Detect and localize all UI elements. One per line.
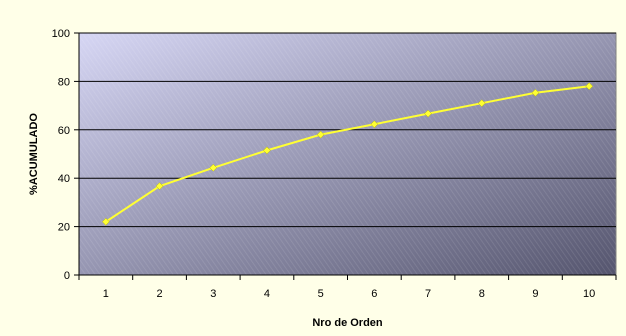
x-tick-label: 7 [425,288,431,300]
data-point [316,130,325,139]
x-tick-label: 2 [156,288,162,300]
data-point [585,82,594,91]
data-point [155,182,164,191]
y-tick-label: 80 [58,76,70,88]
x-tick-label: 8 [479,288,485,300]
data-point [424,109,432,118]
data-point [531,88,540,97]
data-point [370,120,379,129]
axes: 0 20 40 60 80 100 1 2 3 4 5 6 7 8 9 10 [52,28,617,300]
x-tick-label: 6 [371,288,377,300]
data-point [477,99,486,108]
data-point [101,217,110,226]
data-point [209,163,218,172]
data-series [101,82,594,226]
y-tick-label: 100 [52,28,70,40]
y-tick-label: 0 [64,270,70,282]
x-tick-label: 10 [583,288,595,300]
x-axis-title: Nro de Orden [312,317,383,329]
y-tick-label: 60 [58,125,70,137]
x-tick-label: 9 [532,288,538,300]
y-axis-title: %ACUMULADO [28,113,40,195]
y-tick-label: 20 [58,222,70,234]
data-point [263,146,271,155]
y-tick-label: 40 [58,173,70,185]
x-tick-label: 1 [103,288,109,300]
plot-texture [79,33,616,275]
x-tick-label: 4 [264,288,270,300]
x-tick-label: 5 [318,288,324,300]
gridlines [79,32,616,228]
x-tick-label: 3 [210,288,216,300]
series-line [105,85,590,223]
